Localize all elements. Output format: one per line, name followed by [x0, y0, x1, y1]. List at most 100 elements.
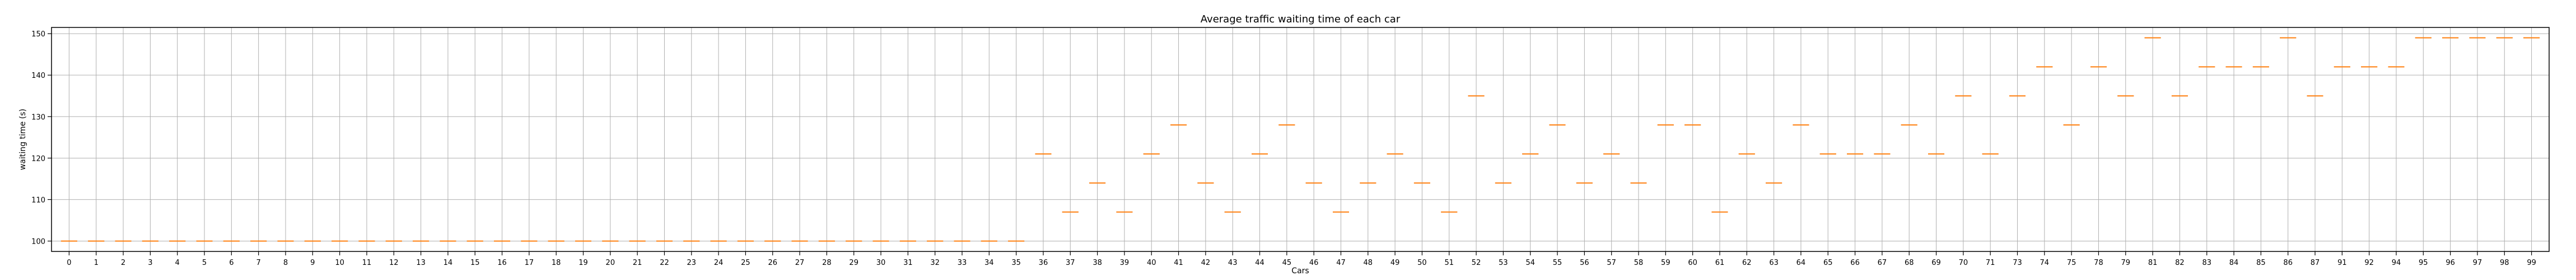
x-tick-label: 84	[2229, 259, 2239, 267]
x-tick-label: 71	[1986, 259, 1995, 267]
x-tick-label: 83	[2202, 259, 2211, 267]
x-tick-label: 32	[930, 259, 940, 267]
x-tick-label: 53	[1499, 259, 1508, 267]
x-tick-label: 61	[1715, 259, 1725, 267]
x-tick-label: 60	[1688, 259, 1697, 267]
plot-frame	[51, 27, 2550, 252]
x-tick-label: 99	[2527, 259, 2536, 267]
x-tick-label: 42	[1201, 259, 1211, 267]
x-tick-label: 46	[1309, 259, 1319, 267]
x-tick-label: 38	[1093, 259, 1102, 267]
x-tick-label: 45	[1282, 259, 1292, 267]
x-tick-label: 8	[283, 259, 288, 267]
x-tick-label: 16	[497, 259, 507, 267]
x-tick-label: 27	[795, 259, 805, 267]
x-tick-label: 37	[1066, 259, 1075, 267]
x-tick-label: 47	[1336, 259, 1346, 267]
x-tick-label: 13	[416, 259, 426, 267]
x-tick-label: 18	[552, 259, 561, 267]
x-tick-label: 95	[2419, 259, 2428, 267]
x-tick-label: 9	[310, 259, 315, 267]
x-tick-label: 33	[958, 259, 967, 267]
x-tick-label: 52	[1472, 259, 1481, 267]
x-tick-label: 25	[741, 259, 750, 267]
x-tick-label: 68	[1905, 259, 1914, 267]
x-tick-label: 62	[1742, 259, 1752, 267]
x-tick-label: 82	[2175, 259, 2185, 267]
x-tick-label: 24	[714, 259, 724, 267]
x-tick-label: 3	[148, 259, 152, 267]
y-tick-label: 130	[31, 113, 45, 122]
x-tick-label: 26	[768, 259, 777, 267]
x-tick-label: 30	[876, 259, 886, 267]
x-tick-label: 1	[94, 259, 99, 267]
x-tick-label: 2	[121, 259, 125, 267]
x-tick-label: 56	[1580, 259, 1589, 267]
x-tick-label: 40	[1147, 259, 1156, 267]
x-tick-label: 43	[1228, 259, 1238, 267]
x-tick-label: 11	[362, 259, 372, 267]
x-tick-label: 29	[849, 259, 858, 267]
x-tick-label: 6	[229, 259, 234, 267]
x-tick-label: 81	[2148, 259, 2158, 267]
y-tick-label: 110	[31, 196, 45, 204]
x-tick-label: 57	[1607, 259, 1616, 267]
x-tick-label: 66	[1850, 259, 1860, 267]
x-tick-label: 21	[633, 259, 642, 267]
x-tick-label: 73	[2013, 259, 2022, 267]
x-tick-label: 34	[984, 259, 994, 267]
x-tick-label: 39	[1120, 259, 1130, 267]
x-tick-label: 86	[2283, 259, 2293, 267]
x-tick-label: 23	[687, 259, 697, 267]
x-tick-label: 70	[1959, 259, 1968, 267]
x-tick-label: 41	[1174, 259, 1183, 267]
x-tick-label: 69	[1931, 259, 1941, 267]
x-tick-label: 49	[1390, 259, 1400, 267]
y-tick-label: 140	[31, 72, 45, 80]
x-axis: 0 1 2 3 4 5 6 7 8 9 10 11 12 13 14 15 16 17 18 19 20 21 22 23 24…	[67, 251, 2536, 267]
x-tick-label: 64	[1796, 259, 1806, 267]
x-tick-label: 97	[2473, 259, 2482, 267]
x-tick-label: 87	[2311, 259, 2320, 267]
x-tick-label: 15	[470, 259, 480, 267]
x-tick-label: 14	[444, 259, 453, 267]
x-tick-label: 5	[202, 259, 207, 267]
x-tick-label: 36	[1039, 259, 1048, 267]
x-tick-label: 44	[1255, 259, 1264, 267]
x-tick-label: 0	[67, 259, 71, 267]
x-tick-label: 7	[256, 259, 261, 267]
y-axis-label: waiting time (s)	[18, 109, 27, 170]
x-tick-label: 17	[525, 259, 534, 267]
y-tick-label: 150	[31, 30, 45, 39]
x-tick-label: 94	[2392, 259, 2401, 267]
x-axis-label: Cars	[1291, 267, 1309, 276]
y-axis: 100 110 120 130 140 150	[31, 30, 52, 246]
x-tick-label: 20	[606, 259, 615, 267]
x-tick-label: 59	[1661, 259, 1670, 267]
x-tick-label: 92	[2364, 259, 2374, 267]
x-tick-label: 51	[1444, 259, 1454, 267]
grid-lines	[52, 27, 2549, 251]
x-tick-label: 19	[578, 259, 588, 267]
x-tick-label: 48	[1364, 259, 1373, 267]
x-tick-label: 79	[2121, 259, 2131, 267]
x-tick-label: 85	[2256, 259, 2266, 267]
x-tick-label: 91	[2337, 259, 2347, 267]
y-tick-label: 120	[31, 155, 45, 163]
x-tick-label: 74	[2040, 259, 2050, 267]
x-tick-label: 10	[335, 259, 344, 267]
x-tick-label: 75	[2067, 259, 2076, 267]
x-tick-label: 35	[1011, 259, 1021, 267]
x-tick-label: 31	[903, 259, 913, 267]
x-tick-label: 28	[822, 259, 832, 267]
x-tick-label: 12	[389, 259, 399, 267]
x-tick-label: 96	[2446, 259, 2455, 267]
x-tick-label: 63	[1769, 259, 1779, 267]
y-tick-label: 100	[31, 237, 45, 246]
x-tick-label: 58	[1634, 259, 1644, 267]
x-tick-label: 4	[175, 259, 180, 267]
x-tick-label: 65	[1823, 259, 1833, 267]
x-tick-label: 67	[1878, 259, 1887, 267]
x-tick-label: 54	[1525, 259, 1535, 267]
